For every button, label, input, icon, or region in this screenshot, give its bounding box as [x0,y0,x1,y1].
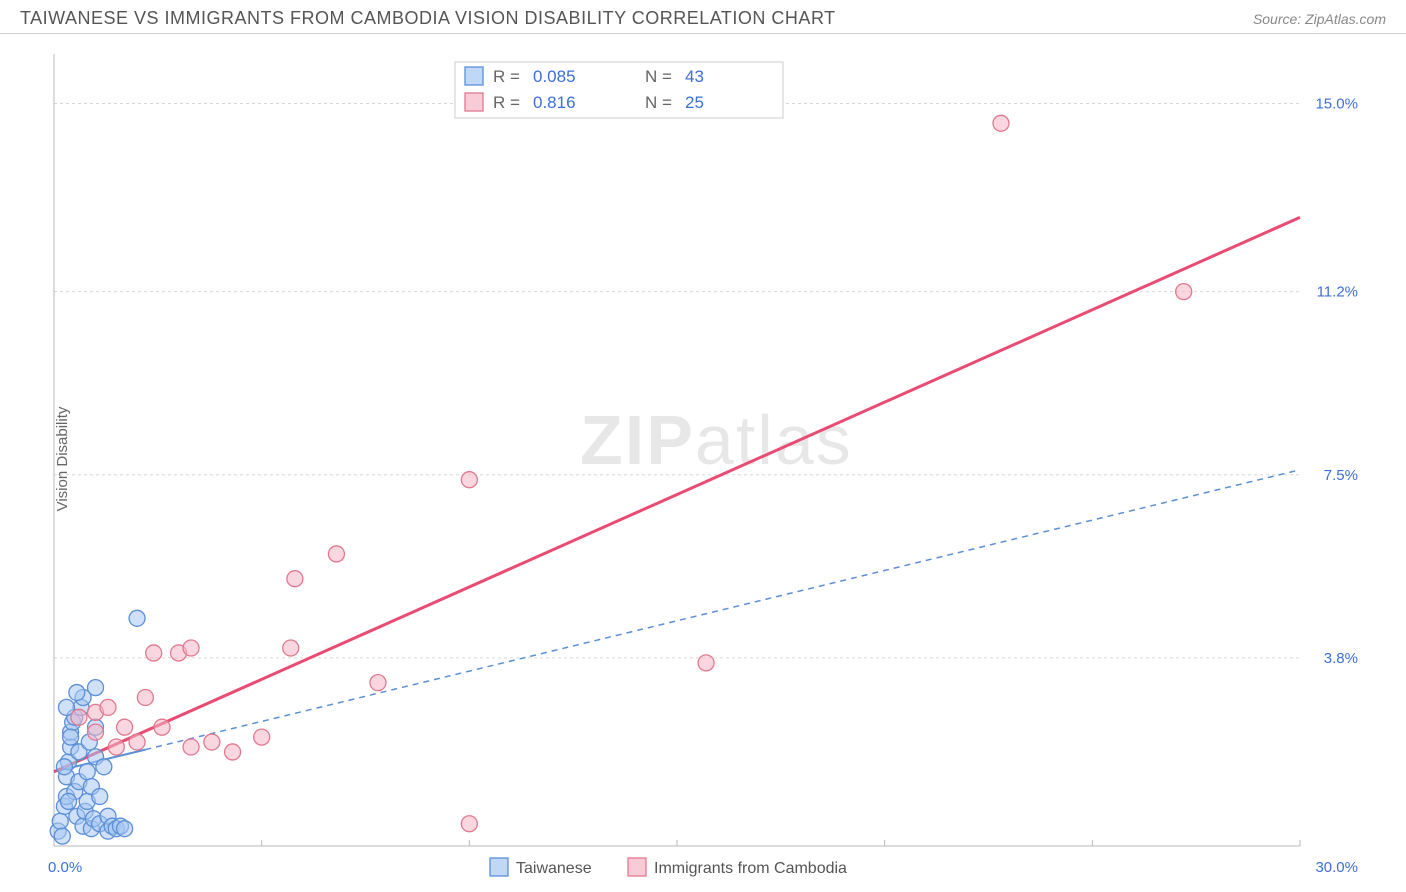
legend-n-label: N = [645,67,672,86]
data-point [1176,284,1192,300]
data-point [52,813,68,829]
chart-source: Source: ZipAtlas.com [1253,11,1386,27]
data-point [69,685,85,701]
data-point [461,472,477,488]
x-end-label: 30.0% [1315,859,1358,876]
chart-title: TAIWANESE VS IMMIGRANTS FROM CAMBODIA VI… [20,8,836,29]
chart-area: Vision Disability 3.8% 7.5% 11.2% 15.0% 0.0%… [0,34,1406,884]
data-point [88,724,104,740]
legend-r-value: 0.085 [533,67,576,86]
data-point [129,610,145,626]
data-point [71,709,87,725]
data-point [88,680,104,696]
legend-r-label: R = [493,93,520,112]
data-point [117,719,133,735]
data-point [183,739,199,755]
x-start-label: 0.0% [48,859,82,876]
data-point [283,640,299,656]
watermark: ZIPatlas [580,401,853,479]
legend-n-value: 43 [685,67,704,86]
data-point [287,571,303,587]
legend-bottom-swatch [490,858,508,876]
data-point [154,719,170,735]
y-axis-label: Vision Disability [54,407,71,512]
legend-n-value: 25 [685,93,704,112]
legend-bottom-label: Taiwanese [516,860,592,877]
data-point [92,789,108,805]
data-point [117,821,133,837]
y-tick-label: 3.8% [1324,650,1358,667]
legend-bottom-swatch [628,858,646,876]
legend-n-label: N = [645,93,672,112]
data-point [63,729,79,745]
data-point [96,759,112,775]
data-point [698,655,714,671]
legend-swatch [465,93,483,111]
chart-header: TAIWANESE VS IMMIGRANTS FROM CAMBODIA VI… [0,0,1406,34]
data-point [129,734,145,750]
data-point [461,816,477,832]
data-point [100,699,116,715]
data-point [183,640,199,656]
trend-line-taiwanese-dash [145,470,1300,750]
legend-swatch [465,67,483,85]
data-point [137,690,153,706]
data-point [146,645,162,661]
y-tick-label: 11.2% [1317,284,1358,301]
data-point [61,793,77,809]
data-point [254,729,270,745]
y-tick-label: 7.5% [1324,467,1358,484]
data-point [79,764,95,780]
legend-r-label: R = [493,67,520,86]
trend-line-cambodia [54,217,1300,771]
data-point [56,759,72,775]
y-tick-label: 15.0% [1315,96,1358,113]
data-point [204,734,220,750]
data-point [993,115,1009,131]
data-point [328,546,344,562]
data-point [370,675,386,691]
scatter-chart: 3.8% 7.5% 11.2% 15.0% 0.0% 30.0% ZIPatlas R = 0.… [0,34,1406,884]
data-point [108,739,124,755]
legend-r-value: 0.816 [533,93,576,112]
data-point [225,744,241,760]
legend-bottom-label: Immigrants from Cambodia [654,860,847,877]
data-point [54,828,70,844]
